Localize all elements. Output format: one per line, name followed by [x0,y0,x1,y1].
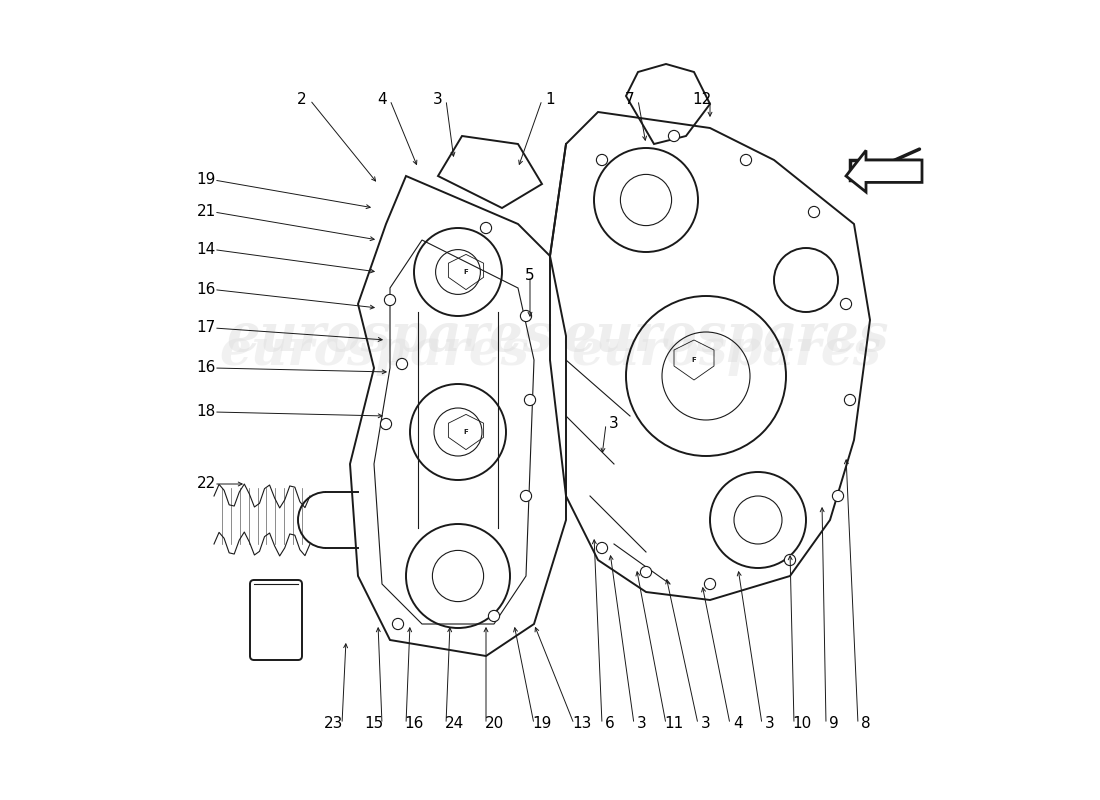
Circle shape [596,542,607,554]
Text: 2: 2 [297,93,307,107]
Circle shape [845,394,856,406]
Text: 3: 3 [609,417,619,431]
Text: F: F [463,269,469,275]
Text: 20: 20 [484,717,504,731]
Circle shape [381,418,392,430]
Text: 3: 3 [433,93,443,107]
Text: eurospares: eurospares [227,310,553,362]
Circle shape [833,490,844,502]
Text: 11: 11 [664,717,683,731]
Text: 18: 18 [197,405,216,419]
Text: 24: 24 [444,717,463,731]
Text: 1: 1 [546,93,554,107]
Circle shape [525,394,536,406]
Text: 23: 23 [324,717,343,731]
Circle shape [396,358,408,370]
Circle shape [481,222,492,234]
Text: 9: 9 [829,717,839,731]
Circle shape [640,566,651,578]
Circle shape [393,618,404,630]
Text: 15: 15 [364,717,384,731]
Text: 22: 22 [197,477,216,491]
Circle shape [488,610,499,622]
Text: eurospares: eurospares [563,310,889,362]
Text: 8: 8 [861,717,871,731]
Circle shape [669,130,680,142]
Circle shape [808,206,820,218]
Text: 10: 10 [792,717,812,731]
Text: 3: 3 [766,717,774,731]
Text: 12: 12 [692,93,712,107]
Text: 3: 3 [701,717,711,731]
Text: 5: 5 [525,269,535,283]
Circle shape [520,310,531,322]
Circle shape [784,554,795,566]
Polygon shape [846,150,922,192]
Circle shape [740,154,751,166]
Text: 7: 7 [625,93,635,107]
Text: 16: 16 [405,717,424,731]
Text: 4: 4 [377,93,387,107]
Text: 14: 14 [197,242,216,257]
Text: 6: 6 [605,717,615,731]
Text: eurospares: eurospares [571,327,881,377]
Text: 3: 3 [637,717,647,731]
Text: 16: 16 [196,282,216,297]
Circle shape [384,294,396,306]
Text: 17: 17 [197,321,216,335]
Text: 19: 19 [532,717,552,731]
Text: 19: 19 [196,173,216,187]
Text: F: F [463,429,469,435]
Circle shape [840,298,851,310]
Text: 13: 13 [572,717,592,731]
Text: 21: 21 [197,205,216,219]
Text: F: F [692,357,696,363]
Circle shape [596,154,607,166]
Circle shape [520,490,531,502]
Text: eurospares: eurospares [219,327,529,377]
Circle shape [704,578,716,590]
Text: 16: 16 [196,361,216,375]
Text: 4: 4 [734,717,742,731]
